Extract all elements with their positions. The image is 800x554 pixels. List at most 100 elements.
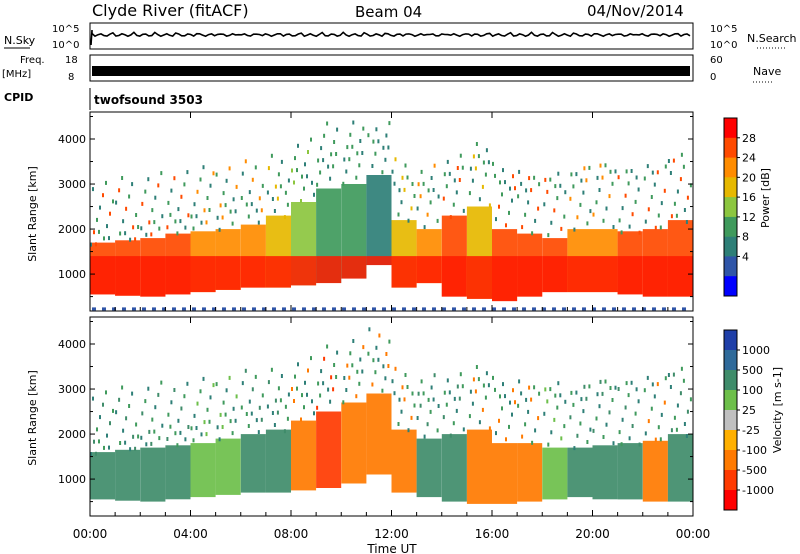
velocity-speck bbox=[367, 351, 370, 356]
power-colorbar-tick-label: 28 bbox=[742, 132, 756, 145]
velocity-cell bbox=[240, 434, 266, 493]
velocity-speck bbox=[494, 387, 496, 392]
power-speck bbox=[429, 200, 432, 205]
velocity-speck bbox=[387, 364, 390, 368]
velocity-speck bbox=[504, 394, 506, 399]
velocity-speck bbox=[664, 376, 667, 381]
power-speck bbox=[232, 197, 235, 202]
power-speck bbox=[663, 188, 666, 193]
velocity-speck bbox=[270, 367, 273, 372]
power-speck bbox=[422, 181, 425, 186]
nave-tick-bottom: 0 bbox=[710, 72, 716, 83]
velocity-speck bbox=[148, 429, 151, 434]
power-speck bbox=[588, 165, 591, 170]
velocity-speck bbox=[630, 380, 633, 385]
power-speck bbox=[624, 193, 627, 198]
power-near-range-speck bbox=[212, 307, 216, 311]
power-speck bbox=[358, 163, 361, 168]
velocity-speck bbox=[184, 437, 187, 442]
velocity-speck bbox=[122, 428, 125, 433]
velocity-speck bbox=[413, 403, 416, 408]
power-speck bbox=[144, 189, 147, 194]
power-speck bbox=[180, 194, 183, 199]
power-near-range-speck bbox=[422, 307, 426, 311]
power-speck bbox=[631, 212, 634, 217]
velocity-colorbar-swatch bbox=[724, 450, 737, 471]
power-speck bbox=[148, 220, 151, 225]
velocity-speck bbox=[192, 438, 195, 443]
velocity-speck bbox=[234, 418, 237, 423]
power-heatmap bbox=[90, 120, 693, 311]
power-speck bbox=[192, 226, 195, 231]
power-speck bbox=[106, 224, 108, 229]
velocity-speck bbox=[531, 440, 534, 445]
power-speck bbox=[420, 169, 423, 174]
velocity-speck bbox=[351, 363, 354, 368]
power-near-range-speck bbox=[432, 307, 436, 311]
velocity-speck bbox=[420, 379, 423, 384]
velocity-speck bbox=[388, 339, 391, 344]
velocity-speck bbox=[260, 417, 263, 422]
velocity-speck bbox=[161, 423, 164, 428]
power-speck bbox=[140, 226, 143, 231]
power-speck bbox=[537, 206, 540, 211]
velocity-speck bbox=[618, 430, 621, 435]
velocity-speck bbox=[564, 399, 567, 404]
velocity-speck bbox=[356, 369, 359, 374]
velocity-speck bbox=[103, 445, 105, 450]
velocity-speck bbox=[215, 382, 218, 387]
power-speck bbox=[320, 146, 323, 151]
power-speck bbox=[316, 182, 319, 187]
power-speck bbox=[625, 169, 628, 174]
velocity-cell bbox=[140, 447, 166, 502]
velocity-speck bbox=[320, 369, 323, 374]
velocity-speck bbox=[199, 389, 202, 394]
velocity-colorbar-tick-label: -1000 bbox=[742, 484, 774, 497]
velocity-speck bbox=[482, 383, 485, 388]
power-ytick-label: 2000 bbox=[58, 223, 86, 236]
power-speck bbox=[527, 200, 530, 205]
velocity-speck bbox=[169, 424, 172, 429]
power-speck bbox=[494, 173, 496, 178]
power-speck bbox=[512, 174, 514, 179]
velocity-speck bbox=[190, 426, 193, 431]
velocity-speck bbox=[202, 376, 205, 381]
velocity-speck bbox=[255, 418, 258, 423]
power-speck bbox=[462, 208, 465, 213]
power-speck bbox=[656, 170, 659, 175]
velocity-speck bbox=[195, 426, 198, 430]
velocity-speck bbox=[124, 440, 127, 445]
velocity-speck bbox=[477, 377, 480, 382]
power-speck bbox=[518, 169, 521, 174]
power-speck bbox=[407, 218, 410, 223]
velocity-speck bbox=[498, 418, 500, 423]
power-speck bbox=[657, 213, 660, 218]
power-speck bbox=[569, 196, 572, 201]
power-near-range-speck bbox=[382, 307, 386, 311]
velocity-speck bbox=[667, 373, 670, 377]
power-speck bbox=[345, 169, 348, 174]
velocity-speck bbox=[131, 391, 134, 396]
nave-label: Nave bbox=[753, 65, 781, 78]
velocity-speck bbox=[128, 404, 131, 408]
power-speck bbox=[676, 189, 679, 194]
velocity-speck bbox=[572, 402, 575, 407]
velocity-speck bbox=[679, 391, 682, 396]
power-speck bbox=[406, 175, 409, 180]
power-speck bbox=[296, 168, 298, 173]
velocity-speck bbox=[538, 391, 541, 396]
power-speck bbox=[481, 184, 484, 189]
power-speck bbox=[202, 165, 205, 170]
power-speck bbox=[638, 230, 641, 235]
velocity-speck bbox=[575, 390, 578, 395]
velocity-speck bbox=[453, 396, 456, 401]
power-speck bbox=[250, 202, 253, 207]
power-speck bbox=[351, 144, 354, 149]
power-speck bbox=[193, 202, 196, 207]
velocity-colorbar: 1000 500 100 25 -25 -100 -500 -1000 bbox=[723, 329, 774, 511]
power-speck bbox=[495, 217, 497, 222]
velocity-speck bbox=[514, 400, 516, 405]
power-cell-core bbox=[165, 256, 191, 295]
power-speck bbox=[582, 190, 585, 195]
power-speck bbox=[183, 182, 186, 187]
